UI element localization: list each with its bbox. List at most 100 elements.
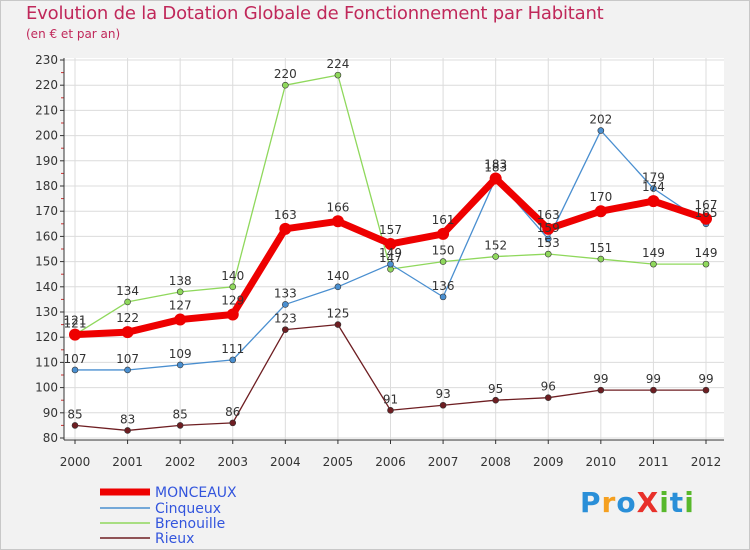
data-point-cinqueux [176,361,184,369]
data-label-brenouille: 149 [695,246,718,260]
y-tick-label: 80 [43,431,58,445]
data-label-brenouille: 134 [116,284,139,298]
y-tick-label: 180 [35,179,58,193]
data-label-monceaux: 129 [221,294,244,308]
data-label-cinqueux: 133 [274,286,297,300]
data-point-brenouille [282,81,289,89]
y-tick-label: 140 [35,280,58,294]
data-point-cinqueux [334,283,342,291]
y-tick-label: 200 [35,129,58,143]
x-tick-label: 2008 [480,455,511,469]
data-point-rieux [334,321,342,328]
logo-letter: X [636,486,660,519]
data-point-monceaux [542,222,555,235]
data-label-brenouille: 224 [326,57,349,71]
data-label-brenouille: 151 [589,241,612,255]
data-point-monceaux [174,313,187,326]
data-point-monceaux [594,205,607,218]
data-label-rieux: 83 [120,412,135,426]
logo-letter: o [616,486,637,519]
data-point-cinqueux [282,301,289,308]
y-tick-label: 90 [43,406,58,420]
data-point-rieux [597,386,605,394]
x-tick-label: 2010 [586,455,617,469]
x-tick-label: 2007 [428,455,459,469]
data-label-rieux: 85 [173,407,188,421]
data-label-rieux: 99 [646,372,661,386]
legend-label-rieux: Rieux [155,531,194,547]
data-point-monceaux [700,212,712,225]
data-label-cinqueux: 111 [221,342,244,356]
y-tick-label: 190 [35,154,58,168]
data-label-monceaux: 161 [432,213,455,227]
data-point-brenouille [650,260,657,268]
data-point-monceaux [437,227,450,240]
legend-label-brenouille: Brenouille [155,516,225,532]
data-label-rieux: 86 [225,405,240,419]
data-label-cinqueux: 159 [537,221,560,235]
data-label-monceaux: 183 [484,157,507,171]
data-point-brenouille [334,71,342,79]
data-point-brenouille [492,253,499,260]
data-point-rieux [650,386,657,394]
data-point-brenouille [124,298,131,306]
data-label-rieux: 91 [383,392,398,406]
data-point-rieux [71,422,79,429]
y-tick-label: 220 [35,78,58,92]
data-label-cinqueux: 107 [116,352,139,366]
x-tick-label: 2009 [533,455,564,469]
data-label-brenouille: 220 [274,67,297,81]
data-label-monceaux: 127 [169,299,192,313]
data-label-rieux: 99 [698,372,713,386]
y-tick-label: 210 [35,103,58,117]
data-label-brenouille: 140 [221,269,244,283]
data-label-monceaux: 174 [642,180,665,194]
data-label-cinqueux: 109 [169,347,192,361]
x-tick-label: 2002 [165,455,196,469]
data-label-rieux: 125 [326,307,349,321]
data-label-rieux: 93 [435,387,450,401]
data-point-cinqueux [229,356,237,364]
data-point-cinqueux [597,127,605,134]
logo-letter: P [580,486,602,519]
data-point-cinqueux [124,366,131,374]
data-label-monceaux: 166 [326,200,349,214]
data-point-rieux [229,419,237,427]
data-label-rieux: 96 [541,380,556,394]
data-point-cinqueux [439,293,447,301]
data-label-brenouille: 149 [642,246,665,260]
data-label-monceaux: 170 [589,190,612,204]
x-tick-label: 2001 [112,455,143,469]
data-point-rieux [702,386,710,394]
data-label-rieux: 99 [593,372,608,386]
data-label-rieux: 85 [67,407,82,421]
data-label-brenouille: 121 [64,317,87,331]
data-point-monceaux [69,328,81,341]
y-tick-label: 110 [35,355,58,369]
data-point-brenouille [702,260,710,268]
y-tick-label: 130 [35,305,58,319]
data-label-brenouille: 152 [484,239,507,253]
data-point-monceaux [226,308,239,321]
y-tick-label: 100 [35,381,58,395]
data-label-monceaux: 167 [695,198,718,212]
chart-subtitle: (en € et par an) [26,27,121,41]
x-tick-label: 2005 [323,455,354,469]
x-tick-label: 2012 [691,455,722,469]
data-point-cinqueux [544,235,552,243]
logo-letter: r [601,486,617,519]
data-point-rieux [176,422,184,429]
data-point-monceaux [489,172,502,185]
data-point-rieux [124,427,131,434]
data-label-monceaux: 121 [64,314,87,328]
logo-letter: i [684,486,695,519]
data-point-monceaux [331,215,344,228]
x-tick-label: 2011 [638,455,669,469]
data-label-cinqueux: 136 [432,279,455,293]
plot-area [64,58,724,440]
data-label-monceaux: 163 [274,208,297,222]
data-point-monceaux [121,326,134,339]
data-point-brenouille [544,250,552,258]
y-tick-label: 230 [35,53,58,67]
x-tick-label: 2006 [375,455,406,469]
